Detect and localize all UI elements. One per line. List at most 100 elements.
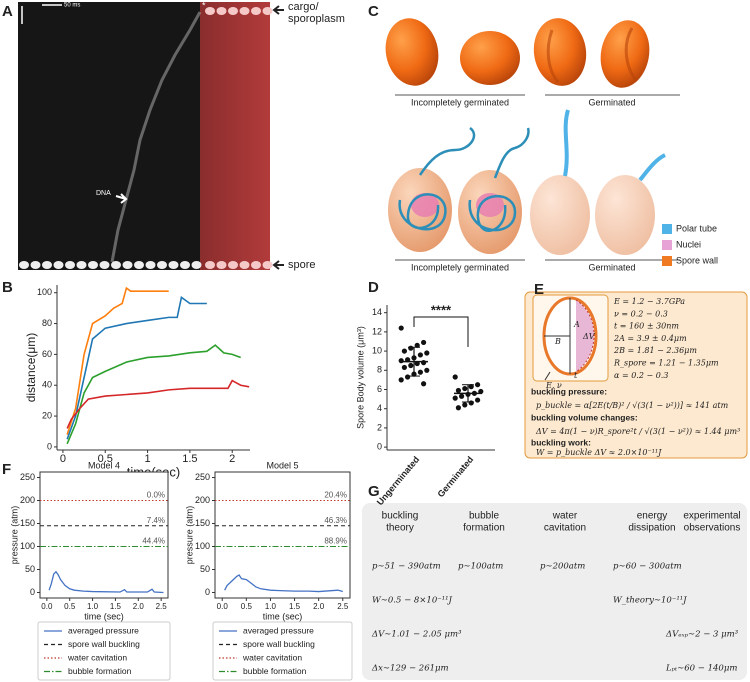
series-line — [66, 286, 169, 435]
data-point — [417, 369, 423, 375]
legend-label: Spore wall — [676, 255, 718, 265]
legend-label: Polar tube — [676, 223, 717, 233]
y-axis-label: Spore Body volume (μm³) — [355, 326, 365, 429]
data-point — [459, 393, 465, 399]
y-tick-label: 20 — [42, 410, 52, 420]
data-point — [462, 385, 468, 392]
data-point — [475, 397, 481, 403]
legend-label: Nuclei — [676, 239, 701, 249]
delta-v-region — [575, 299, 595, 373]
legend-label: averaged pressure — [68, 625, 139, 635]
spore-blob — [228, 261, 238, 269]
spore-render — [530, 175, 590, 255]
significance-label: **** — [431, 302, 452, 317]
data-point — [408, 362, 414, 369]
legend-swatch — [662, 240, 672, 250]
kymograph-overlay — [200, 2, 270, 270]
spore-blob — [180, 261, 190, 269]
table-header: theory — [386, 523, 414, 534]
table-cell: Lₚₜ∼60 − 140μm — [665, 664, 737, 674]
legend-label: bubble formation — [243, 666, 307, 676]
panel-label: E — [534, 281, 544, 298]
table-header: dissipation — [628, 523, 675, 534]
panel-e: A B ΔV t E, ν E = 1.2 − 3.7GPa ν = 0.2 − … — [524, 291, 748, 459]
table-header: formation — [463, 523, 505, 534]
legend-label: spore wall buckling — [243, 639, 315, 649]
data-point — [421, 381, 427, 387]
spore-blob — [76, 261, 87, 269]
y-tick-label: 40 — [42, 380, 52, 390]
x-tick-label: Ungerminated — [375, 454, 422, 507]
x-tick-label: 1.0 — [87, 602, 99, 611]
y-tick-label: 100 — [195, 541, 210, 551]
section-heading: buckling work: — [531, 437, 591, 447]
chart-title: Model 5 — [266, 460, 298, 470]
spore-render — [533, 18, 587, 86]
parameter: R_spore = 1.21 − 1.35μm — [613, 359, 719, 368]
spore-row — [19, 7, 273, 269]
y-tick-label: 250 — [195, 472, 210, 482]
y-tick-label: 150 — [195, 518, 210, 528]
panel-labels: A B C D E F G — [2, 3, 544, 500]
spore-render — [595, 175, 655, 255]
data-point — [468, 400, 474, 406]
table-cell: p∼60 − 300atm — [613, 562, 682, 572]
threshold-annotation: 20.4% — [324, 491, 347, 500]
threshold-annotation: 7.4% — [147, 516, 165, 525]
spore-blob — [191, 261, 202, 269]
y-tick-label: 50 — [25, 564, 35, 574]
spore-blob — [205, 261, 215, 269]
y-tick-label: 0 — [47, 441, 52, 451]
table-cell: ΔV∼1.01 − 2.05 μm³ — [371, 630, 462, 640]
data-point — [405, 374, 411, 380]
cargo-label: cargo/ — [288, 1, 320, 13]
table-header: energy — [637, 511, 668, 522]
x-tick-label: 2.5 — [156, 602, 168, 611]
series-line — [224, 574, 343, 593]
spore-blob — [239, 261, 250, 269]
threshold-annotation: 44.4% — [142, 537, 165, 546]
spore-blob — [168, 261, 179, 269]
x-tick-label: 0.5 — [64, 602, 76, 611]
table-header: cavitation — [544, 523, 586, 534]
star: * — [202, 0, 206, 10]
y-tick-label: 8 — [377, 365, 382, 375]
x-tick-label: 0.0 — [41, 602, 53, 611]
data-point — [452, 374, 458, 380]
parameter: α = 0.2 − 0.3 — [614, 371, 668, 380]
spore-blob — [251, 261, 261, 269]
x-tick-label: 1.5 — [110, 602, 122, 611]
legend-label: water cavitation — [67, 652, 127, 662]
panel-c: Incompletely germinated Germinated Incom… — [385, 18, 718, 272]
parameter: 2A = 3.9 ± 0.4μm — [613, 334, 687, 343]
data-point — [468, 384, 474, 390]
caption: Germinated — [588, 97, 635, 107]
x-tick-label: 1.5 — [289, 602, 301, 611]
polar-tube — [563, 109, 570, 177]
arrow — [272, 260, 284, 270]
data-point — [462, 402, 468, 408]
diagram-label: A — [573, 320, 580, 329]
data-point — [414, 342, 420, 348]
data-point — [398, 325, 404, 331]
threshold-annotation: 46.3% — [324, 516, 347, 525]
plot-bg — [214, 471, 351, 599]
series-line — [66, 344, 241, 445]
spore-blob — [111, 261, 121, 269]
caption: Incompletely germinated — [411, 97, 509, 107]
y-tick-label: 14 — [372, 307, 382, 317]
arrow — [115, 193, 128, 204]
x-tick-label: 1.0 — [265, 602, 277, 611]
spore-blob — [262, 261, 273, 269]
data-point — [401, 364, 407, 371]
legend-swatch — [662, 224, 672, 234]
spore-blob — [145, 261, 156, 269]
series-line — [66, 295, 207, 440]
table-bg — [362, 503, 747, 680]
spore-blob — [30, 261, 41, 269]
data-point — [475, 382, 481, 388]
spore-blob — [88, 261, 98, 269]
diagram-label: E, ν — [545, 381, 562, 390]
legend-label: bubble formation — [68, 666, 132, 676]
